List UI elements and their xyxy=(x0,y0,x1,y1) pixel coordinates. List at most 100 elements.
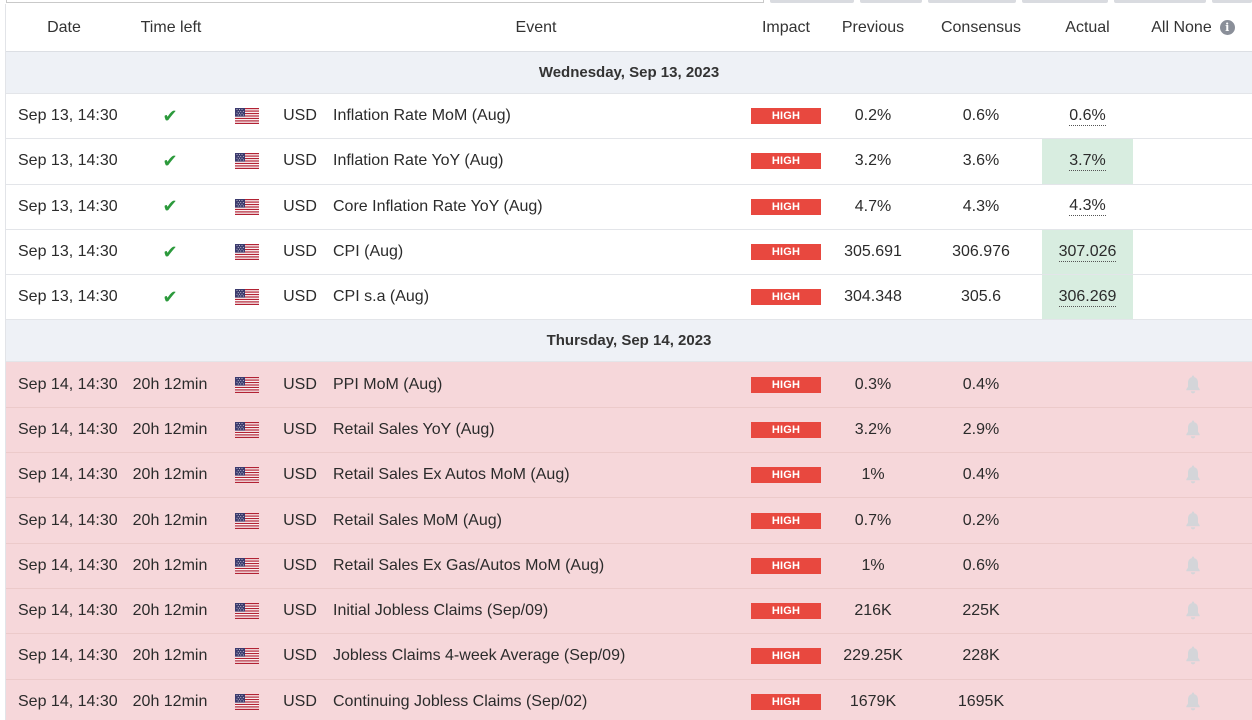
previous-value: 0.3% xyxy=(854,375,892,393)
actual-value[interactable]: 307.026 xyxy=(1058,242,1117,262)
toolbar-button[interactable] xyxy=(860,0,922,3)
alert-cell xyxy=(1134,185,1252,229)
table-row[interactable]: Sep 14, 14:30 20h 12min USD Retail Sales Mo… xyxy=(6,498,1252,544)
toolbar-button[interactable] xyxy=(1022,0,1108,3)
info-icon[interactable]: i xyxy=(1219,20,1235,35)
table-row[interactable]: Sep 13, 14:30 ✔ USD Inflation Rate YoY (Aug… xyxy=(6,139,1252,185)
alerts-all-none-toggle[interactable]: All None xyxy=(1151,18,1212,36)
actual-cell: 3.7% xyxy=(1042,139,1133,184)
us-flag-icon xyxy=(234,544,260,588)
event-name[interactable]: Retail Sales MoM (Aug) xyxy=(333,511,502,529)
event-currency: USD xyxy=(283,647,317,665)
table-row[interactable]: Sep 14, 14:30 20h 12min USD Continuing Jobl… xyxy=(6,679,1252,720)
bell-icon[interactable] xyxy=(1184,601,1202,621)
bell-icon[interactable] xyxy=(1184,646,1202,666)
bell-icon[interactable] xyxy=(1184,556,1202,576)
actual-cell xyxy=(1042,680,1133,720)
alert-cell xyxy=(1134,544,1252,588)
impact-cell: HIGH xyxy=(751,680,821,720)
previous-value: 0.7% xyxy=(854,511,892,529)
event-name[interactable]: CPI (Aug) xyxy=(333,243,404,261)
event-name[interactable]: Core Inflation Rate YoY (Aug) xyxy=(333,197,543,215)
actual-value[interactable]: 0.6% xyxy=(1069,106,1106,126)
impact-cell: HIGH xyxy=(751,230,821,274)
event-currency: USD xyxy=(283,602,317,620)
table-row[interactable]: Sep 14, 14:30 20h 12min USD Retail Sales Yo… xyxy=(6,407,1252,454)
toolbar-button[interactable] xyxy=(770,0,854,3)
table-header: Date Time left Event Impact Previous Con… xyxy=(6,4,1252,52)
event-name[interactable]: Retail Sales Ex Gas/Autos MoM (Aug) xyxy=(333,556,605,574)
table-row[interactable]: Sep 14, 14:30 20h 12min USD PPI MoM (Aug) HI… xyxy=(6,362,1252,408)
time-left: 20h 12min xyxy=(132,556,208,574)
actual-cell xyxy=(1042,362,1133,406)
actual-value[interactable]: 3.7% xyxy=(1069,151,1106,171)
alert-cell xyxy=(1134,230,1252,274)
previous-value: 1% xyxy=(861,466,885,484)
impact-cell: HIGH xyxy=(751,139,821,183)
column-header-time-left[interactable]: Time left xyxy=(140,18,202,36)
time-left: 20h 12min xyxy=(132,420,208,438)
event-currency: USD xyxy=(283,511,317,529)
alert-cell xyxy=(1134,408,1252,452)
bell-icon[interactable] xyxy=(1184,692,1202,712)
actual-value[interactable]: 4.3% xyxy=(1069,197,1106,217)
table-row[interactable]: Sep 14, 14:30 20h 12min USD Initial Jobless… xyxy=(6,588,1252,635)
event-name[interactable]: Continuing Jobless Claims (Sep/02) xyxy=(333,692,588,710)
toolbar-button[interactable] xyxy=(1114,0,1206,3)
table-row[interactable]: Sep 13, 14:30 ✔ USD CPI (Aug) HIGH 305.691 306… xyxy=(6,229,1252,276)
bell-icon[interactable] xyxy=(1184,511,1202,531)
event-name[interactable]: Retail Sales Ex Autos MoM (Aug) xyxy=(333,466,570,484)
impact-cell: HIGH xyxy=(751,453,821,497)
event-date: Sep 13, 14:30 xyxy=(18,243,118,261)
bell-icon[interactable] xyxy=(1184,465,1202,485)
table-row[interactable]: Sep 14, 14:30 20h 12min USD Retail Sales Ex… xyxy=(6,453,1252,499)
event-date: Sep 14, 14:30 xyxy=(18,647,118,665)
column-header-date[interactable]: Date xyxy=(47,18,81,36)
actual-value[interactable]: 306.269 xyxy=(1058,287,1117,307)
time-left: 20h 12min xyxy=(132,647,208,665)
event-currency: USD xyxy=(283,107,317,125)
table-row[interactable]: Sep 13, 14:30 ✔ USD CPI s.a (Aug) HIGH 304.34… xyxy=(6,275,1252,321)
actual-cell xyxy=(1042,498,1133,542)
impact-badge: HIGH xyxy=(751,693,821,710)
us-flag-icon xyxy=(234,362,260,406)
bell-icon[interactable] xyxy=(1184,375,1202,395)
us-flag-icon xyxy=(234,230,260,274)
check-icon: ✔ xyxy=(162,241,178,262)
event-name[interactable]: Initial Jobless Claims (Sep/09) xyxy=(333,602,549,620)
toolbar-button[interactable] xyxy=(1212,0,1252,3)
event-date: Sep 13, 14:30 xyxy=(18,288,118,306)
event-name[interactable]: CPI s.a (Aug) xyxy=(333,288,430,306)
released-status: ✔ xyxy=(124,94,216,138)
actual-cell: 4.3% xyxy=(1042,185,1133,229)
event-name[interactable]: Jobless Claims 4-week Average (Sep/09) xyxy=(333,647,626,665)
us-flag-icon xyxy=(234,680,260,720)
released-status: ✔ xyxy=(124,230,216,274)
table-row[interactable]: Sep 14, 14:30 20h 12min USD Jobless Claims … xyxy=(6,634,1252,680)
impact-cell: HIGH xyxy=(751,589,821,633)
impact-badge: HIGH xyxy=(751,244,821,261)
event-date: Sep 13, 14:30 xyxy=(18,152,118,170)
event-name[interactable]: PPI MoM (Aug) xyxy=(333,375,443,393)
event-name[interactable]: Retail Sales YoY (Aug) xyxy=(333,420,495,438)
table-row[interactable]: Sep 13, 14:30 ✔ USD Inflation Rate MoM (Aug… xyxy=(6,94,1252,140)
impact-cell: HIGH xyxy=(751,408,821,452)
consensus-value: 0.6% xyxy=(962,107,1000,125)
event-name[interactable]: Inflation Rate MoM (Aug) xyxy=(333,107,511,125)
bell-icon[interactable] xyxy=(1184,420,1202,440)
column-header-actual[interactable]: Actual xyxy=(1065,18,1110,36)
us-flag-icon xyxy=(234,275,260,319)
toolbar-button[interactable] xyxy=(928,0,1016,3)
table-row[interactable]: Sep 13, 14:30 ✔ USD Core Inflation Rate YoY… xyxy=(6,184,1252,230)
search-box-edge[interactable] xyxy=(6,0,764,3)
event-date: Sep 14, 14:30 xyxy=(18,602,118,620)
column-header-consensus[interactable]: Consensus xyxy=(940,18,1022,36)
actual-cell xyxy=(1042,453,1133,497)
table-row[interactable]: Sep 14, 14:30 20h 12min USD Retail Sales Ex… xyxy=(6,543,1252,589)
actual-cell: 0.6% xyxy=(1042,94,1133,138)
released-status: ✔ xyxy=(124,139,216,183)
column-header-impact[interactable]: Impact xyxy=(761,18,810,36)
column-header-previous[interactable]: Previous xyxy=(841,18,905,36)
column-header-event[interactable]: Event xyxy=(515,18,557,36)
event-name[interactable]: Inflation Rate YoY (Aug) xyxy=(333,152,504,170)
